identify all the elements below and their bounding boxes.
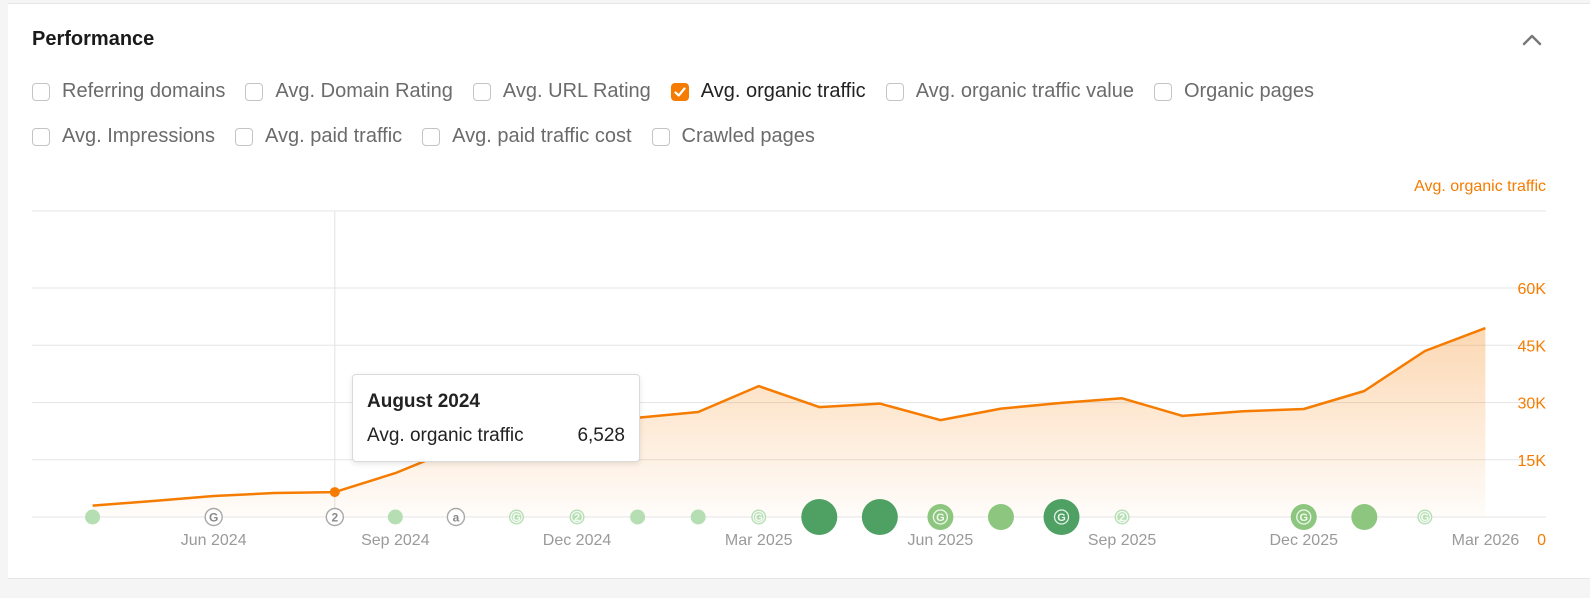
y-tick-label: 15K [1518, 453, 1547, 470]
hover-point [329, 487, 340, 498]
metric-checkbox-label: Avg. URL Rating [502, 80, 651, 102]
svg-text:G: G [754, 512, 763, 524]
checkbox-unchecked-icon[interactable] [32, 127, 50, 146]
event-g-marker[interactable]: G [751, 509, 767, 525]
metric-checkbox-label: Avg. organic traffic [700, 80, 866, 102]
metric-checkboxes-row-2: Avg. Impressions Avg. paid traffic Avg. pa… [32, 125, 835, 148]
checkbox-unchecked-icon[interactable] [651, 127, 670, 146]
chart-tooltip: August 2024 Avg. organic traffic 6,528 [352, 374, 640, 462]
y-tick-label: 0 [1537, 532, 1546, 549]
svg-text:2: 2 [331, 511, 338, 525]
event-dot-marker[interactable] [1351, 504, 1378, 530]
panel-title: Performance [32, 28, 155, 50]
event-g-marker[interactable]: G [1043, 499, 1080, 535]
tooltip-label: Avg. organic traffic [367, 425, 524, 446]
svg-text:a: a [453, 511, 460, 525]
x-tick-label: Sep 2025 [1088, 532, 1157, 549]
tooltip-value: 6,528 [577, 425, 625, 446]
y-tick-label: 60K [1518, 281, 1547, 298]
checkbox-unchecked-icon[interactable] [472, 82, 491, 101]
event-dot-marker[interactable] [861, 499, 898, 535]
svg-text:G: G [209, 511, 218, 525]
svg-text:2: 2 [574, 512, 580, 524]
metric-checkbox-label: Avg. organic traffic value [915, 80, 1134, 102]
event-markers: G 2 a G 2 G G G 2 G G [85, 499, 1433, 535]
metric-checkbox-label: Avg. paid traffic cost [452, 125, 632, 147]
checkbox-unchecked-icon[interactable] [235, 127, 254, 146]
x-tick-label: Dec 2024 [543, 532, 612, 549]
metric-checkbox[interactable]: Avg. organic traffic value [885, 80, 1134, 103]
metric-checkbox-label: Avg. paid traffic [265, 125, 403, 147]
event-dot-marker[interactable] [987, 504, 1014, 530]
event-2-marker[interactable]: 2 [325, 507, 344, 527]
event-dot-marker[interactable] [85, 509, 101, 525]
tooltip-title: August 2024 [367, 391, 480, 412]
metric-checkbox[interactable]: Avg. paid traffic cost [422, 125, 632, 148]
y-axis-ticks: 0 15K 30K 45K 60K [1518, 281, 1547, 549]
x-axis-ticks: Jun 2024 Sep 2024 Dec 2024 Mar 2025 Jun 2025… [181, 532, 1520, 549]
checkbox-unchecked-icon[interactable] [245, 82, 264, 101]
metric-checkbox[interactable]: Referring domains [32, 80, 225, 103]
x-tick-label: Jun 2024 [181, 532, 247, 549]
event-dot-marker[interactable] [690, 509, 706, 525]
chevron-up-icon[interactable] [1520, 28, 1544, 52]
event-g-marker[interactable]: G [1417, 509, 1433, 525]
x-tick-label: Dec 2025 [1270, 532, 1339, 549]
metric-checkboxes-row-1: Referring domains Avg. Domain Rating Avg. … [32, 80, 1334, 103]
metric-checkbox-label: Referring domains [62, 80, 226, 102]
checkbox-checked-icon[interactable] [670, 82, 689, 101]
event-dot-marker[interactable] [387, 509, 403, 525]
metric-checkbox-label: Organic pages [1183, 80, 1315, 102]
svg-text:G: G [1057, 512, 1066, 524]
checkbox-unchecked-icon[interactable] [1153, 82, 1172, 101]
metric-checkbox[interactable]: Organic pages [1153, 80, 1315, 103]
x-tick-label: Mar 2026 [1452, 532, 1520, 549]
metric-checkbox-label: Crawled pages [681, 125, 815, 147]
metric-checkbox[interactable]: Avg. paid traffic [235, 125, 402, 148]
metric-checkbox[interactable]: Crawled pages [651, 125, 815, 148]
svg-text:G: G [936, 512, 945, 524]
svg-text:G: G [1421, 512, 1430, 524]
traffic-area [92, 328, 1486, 517]
x-tick-label: Sep 2024 [361, 532, 430, 549]
svg-text:2: 2 [1119, 512, 1125, 524]
event-g-marker[interactable]: G [1290, 504, 1317, 530]
event-dot-marker[interactable] [630, 509, 646, 525]
y-axis-title: Avg. organic traffic [1414, 178, 1546, 195]
metric-checkbox[interactable]: Avg. Domain Rating [245, 80, 453, 103]
svg-text:G: G [512, 512, 521, 524]
event-2-marker[interactable]: 2 [1114, 509, 1130, 525]
y-tick-label: 45K [1518, 338, 1547, 355]
checkbox-unchecked-icon[interactable] [885, 82, 904, 101]
event-2-marker[interactable]: 2 [569, 509, 585, 525]
metric-checkbox-label: Avg. Impressions [62, 125, 216, 147]
event-g-marker[interactable]: G [508, 509, 524, 525]
event-a-marker[interactable]: a [446, 507, 466, 527]
metric-checkbox-label: Avg. Domain Rating [275, 80, 453, 102]
checkbox-unchecked-icon[interactable] [32, 82, 50, 101]
checkbox-unchecked-icon[interactable] [422, 127, 441, 146]
event-g-marker[interactable]: G [204, 507, 223, 527]
traffic-line [92, 326, 1486, 507]
event-g-marker[interactable]: G [927, 504, 954, 530]
svg-text:G: G [1299, 512, 1308, 524]
y-tick-label: 30K [1518, 396, 1547, 413]
metric-checkbox[interactable]: Avg. URL Rating [472, 80, 651, 103]
metric-checkbox[interactable]: Avg. Impressions [32, 125, 215, 148]
x-tick-label: Jun 2025 [907, 532, 973, 549]
x-tick-label: Mar 2025 [725, 532, 793, 549]
event-dot-marker[interactable] [801, 499, 838, 535]
metric-checkbox[interactable]: Avg. organic traffic [670, 80, 866, 103]
